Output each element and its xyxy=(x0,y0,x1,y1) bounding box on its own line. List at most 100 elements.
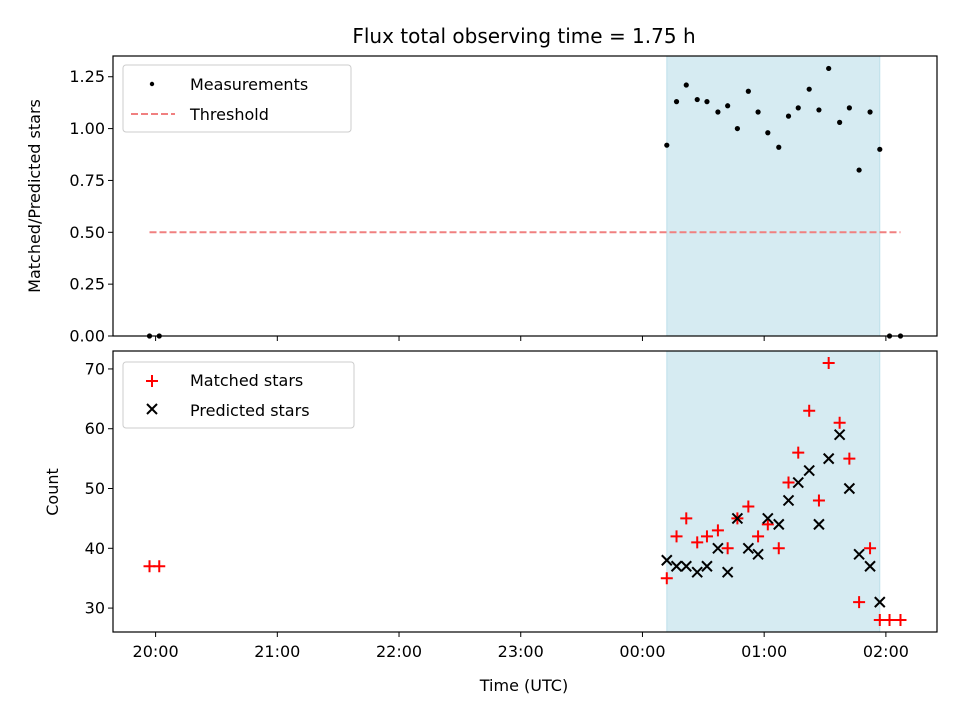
measurement-point xyxy=(826,65,832,72)
measurement-point xyxy=(683,82,689,88)
predicted-star-point xyxy=(762,512,774,525)
y-tick-label: 70 xyxy=(85,359,105,378)
bottom-marks xyxy=(143,356,907,627)
predicted-star-point xyxy=(712,542,724,555)
measurement-point xyxy=(673,99,680,105)
matched-star-point xyxy=(833,416,846,429)
matched-star-point xyxy=(782,476,795,489)
predicted-star-point xyxy=(843,482,856,495)
matched-star-point xyxy=(761,518,774,531)
predicted-star-point xyxy=(773,518,785,531)
x-axis-label: Time (UTC) xyxy=(479,676,568,695)
predicted-star-point xyxy=(721,566,734,578)
top-marks xyxy=(146,65,904,339)
measurement-point xyxy=(877,146,883,152)
measurement-point xyxy=(745,88,751,94)
matched-star-point xyxy=(742,500,755,513)
measurement-point xyxy=(837,119,843,125)
chart-title: Flux total observing time = 1.75 h xyxy=(352,24,695,48)
predicted-star-point xyxy=(742,542,755,555)
predicted-star-point xyxy=(792,476,804,489)
matched-star-point xyxy=(812,494,825,507)
bottom-legend-box xyxy=(122,361,355,429)
x-tick-label: 23:00 xyxy=(498,642,544,661)
predicted-star-point xyxy=(864,560,876,572)
top-shade-region xyxy=(666,55,881,337)
measurement-point xyxy=(715,109,721,115)
measurement-point xyxy=(785,113,792,119)
measurement-point xyxy=(816,107,822,113)
matched-star-point xyxy=(843,452,856,465)
top-legend-box xyxy=(122,64,352,133)
measurement-point xyxy=(755,109,761,115)
legend-measurements-label: Measurements xyxy=(190,75,308,94)
predicted-star-point xyxy=(833,428,846,441)
matched-star-point xyxy=(711,524,724,537)
top-y-axis-label: Matched/Predicted stars xyxy=(25,99,44,293)
x-tick-label: 01:00 xyxy=(741,642,787,661)
measurement-point xyxy=(867,109,873,115)
bottom-shade-region xyxy=(666,350,881,633)
matched-star-point xyxy=(772,542,785,555)
matched-star-point xyxy=(792,446,805,459)
legend-threshold-label: Threshold xyxy=(189,105,269,124)
matched-star-point xyxy=(670,530,683,543)
bottom-y-axis-label: Count xyxy=(43,468,62,516)
x-tick-label: 00:00 xyxy=(619,642,665,661)
top-plot-frame xyxy=(112,55,938,337)
top-legend: Measurements Threshold xyxy=(122,64,352,133)
y-tick-label: 0.50 xyxy=(69,223,105,242)
measurement-point xyxy=(795,105,801,111)
bottom-x-ticks: 20:00 21:00 22:00 23:00 00:00 01:00 02:00 xyxy=(133,632,909,661)
predicted-star-point xyxy=(803,464,815,477)
measurement-point xyxy=(704,99,710,105)
y-tick-label: 0.75 xyxy=(69,171,105,190)
matched-star-point xyxy=(680,512,693,525)
measurement-point xyxy=(734,125,740,132)
x-tick-label: 21:00 xyxy=(254,642,300,661)
bottom-legend: Matched stars Predicted stars xyxy=(122,361,355,429)
legend-predicted-label: Predicted stars xyxy=(190,401,310,420)
top-y-ticks: 0.00 0.25 0.50 0.75 1.00 1.25 xyxy=(69,67,113,346)
legend-matched-marker xyxy=(146,375,158,387)
predicted-star-point xyxy=(822,452,835,465)
y-tick-label: 0.25 xyxy=(69,275,105,294)
x-tick-label: 02:00 xyxy=(863,642,909,661)
legend-matched-label: Matched stars xyxy=(190,371,303,390)
measurement-point xyxy=(846,105,852,111)
bottom-y-ticks: 30 40 50 60 70 xyxy=(85,359,113,618)
predicted-star-point xyxy=(731,512,744,525)
measurement-point xyxy=(806,86,812,92)
measurement-point xyxy=(765,130,771,136)
matched-star-point xyxy=(721,542,734,555)
legend-measurements-marker xyxy=(149,81,155,87)
predicted-star-point xyxy=(670,560,683,572)
bottom-panel: 30 40 50 60 70 20:00 21:00 22:00 23:00 00:00 01:0… xyxy=(43,350,938,695)
predicted-star-point xyxy=(874,596,886,608)
top-x-ticks xyxy=(155,336,887,341)
x-tick-label: 20:00 xyxy=(133,642,179,661)
predicted-star-point xyxy=(813,518,825,531)
matched-star-point xyxy=(894,614,907,627)
matched-star-point xyxy=(691,536,704,549)
predicted-star-point xyxy=(853,548,865,560)
matched-star-point xyxy=(864,542,877,555)
matched-star-point xyxy=(752,530,765,543)
matched-star-point xyxy=(700,530,713,543)
measurement-point xyxy=(725,103,731,109)
measurement-point xyxy=(856,167,862,173)
y-tick-label: 30 xyxy=(85,599,105,618)
matched-star-point xyxy=(803,404,816,417)
matched-star-point xyxy=(822,356,835,369)
y-tick-label: 60 xyxy=(85,419,105,438)
measurement-point xyxy=(776,144,782,150)
x-tick-label: 22:00 xyxy=(376,642,422,661)
y-tick-label: 0.00 xyxy=(69,327,105,346)
y-tick-label: 1.00 xyxy=(69,119,105,138)
top-panel: 0.00 0.25 0.50 0.75 1.00 1.25 Matched/Predict… xyxy=(25,55,938,346)
matched-star-point xyxy=(153,560,166,573)
predicted-star-point xyxy=(752,548,764,560)
measurement-point xyxy=(664,142,670,148)
predicted-star-point xyxy=(661,554,673,566)
